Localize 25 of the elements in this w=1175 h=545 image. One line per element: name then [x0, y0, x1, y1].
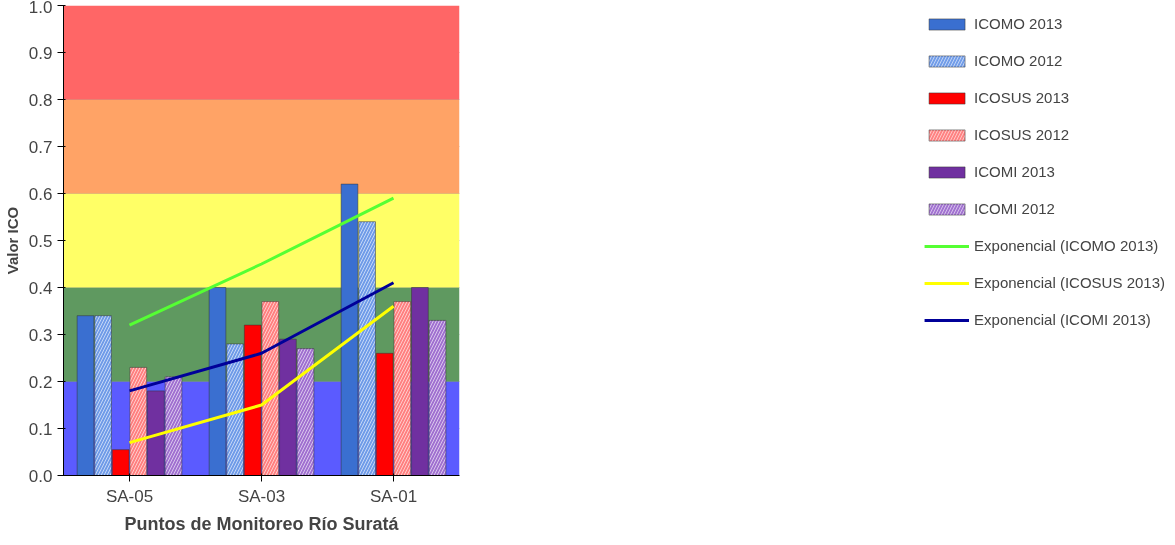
- y-tick-label: 0.6: [28, 184, 53, 204]
- legend-label: ICOMO 2013: [974, 15, 1063, 32]
- y-tick-label: 0.8: [28, 90, 53, 110]
- x-tick-label: SA-03: [237, 486, 286, 506]
- y-tick-label: 0.5: [28, 231, 53, 251]
- y-tick-label: 0.1: [28, 419, 53, 439]
- legend-label: ICOMI 2012: [974, 200, 1055, 217]
- legend-label: ICOSUS 2013: [974, 89, 1070, 106]
- y-tick-label: 1.0: [28, 0, 53, 17]
- legend-label: ICOSUS 2012: [974, 126, 1070, 143]
- legend-label: Exponencial (ICOMI 2013): [974, 311, 1151, 328]
- legend-label: ICOMO 2012: [974, 52, 1063, 69]
- y-tick-label: 0.9: [28, 43, 53, 63]
- y-tick-label: 0.7: [28, 137, 53, 157]
- x-tick-label: SA-01: [369, 486, 418, 506]
- y-tick-label: 0.4: [28, 278, 53, 298]
- y-axis-title: Valor ICO: [3, 206, 21, 275]
- legend-label: ICOMI 2013: [974, 163, 1055, 180]
- y-tick-label: 0.0: [28, 466, 53, 486]
- x-axis-title: Puntos de Monitoreo Río Suratá: [124, 513, 400, 534]
- y-tick-label: 0.2: [28, 372, 53, 392]
- legend-label: Exponencial (ICOSUS 2013): [974, 274, 1165, 291]
- legend-label: Exponencial (ICOMO 2013): [974, 237, 1159, 254]
- x-tick-label: SA-05: [105, 486, 154, 506]
- y-tick-label: 0.3: [28, 325, 53, 345]
